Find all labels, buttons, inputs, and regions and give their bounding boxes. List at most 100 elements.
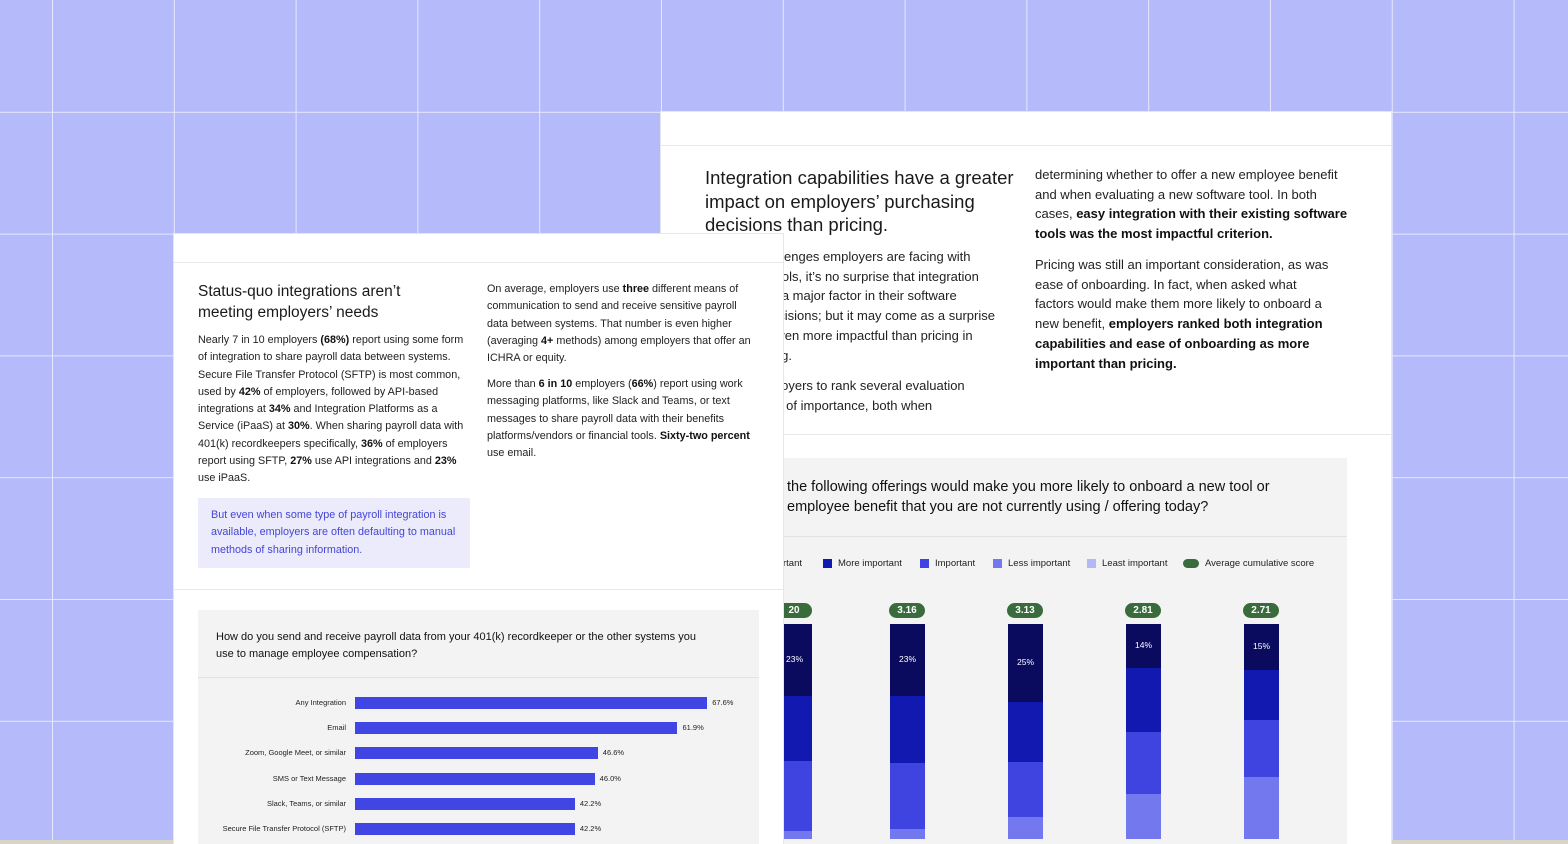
bar-row: Zoom, Google Meet, or similar 46.6% bbox=[198, 747, 759, 760]
score-bubble: 3.13 bbox=[1007, 603, 1043, 618]
segment-label: 25% bbox=[1016, 657, 1034, 667]
body-text-plain: Pricing was still an important considera… bbox=[1035, 257, 1329, 332]
bar-value-label: 42.2% bbox=[579, 824, 602, 833]
plain-text: use iPaaS. bbox=[198, 472, 251, 485]
bar bbox=[355, 797, 575, 810]
plain-text: and Integration Platforms as a Service (… bbox=[198, 403, 438, 433]
legend-label: Important bbox=[935, 558, 976, 569]
bar-segment bbox=[1244, 670, 1279, 720]
body-text-left-2: ployers to rank several evaluation er of … bbox=[771, 376, 1021, 415]
bar-segment bbox=[1126, 624, 1161, 668]
legend-swatch bbox=[993, 559, 1002, 568]
bar-segment bbox=[1008, 624, 1043, 702]
body-text-line: ing. bbox=[771, 346, 1021, 366]
plain-text: Nearly 7 in 10 employers bbox=[198, 334, 321, 346]
chart-question: the following offerings would make you m… bbox=[787, 479, 1270, 515]
body-paragraph-3: More than 6 in 10 employers (66%) report… bbox=[487, 376, 757, 462]
report-page-status-quo: Status-quo integrations aren’t meeting e… bbox=[174, 234, 783, 844]
bar-segment bbox=[890, 829, 925, 839]
section-heading: Status-quo integrations aren’t meeting e… bbox=[198, 283, 401, 321]
plain-text: More than bbox=[487, 378, 539, 390]
bold-text: Sixty-two percent bbox=[659, 429, 750, 442]
bar-value-label: 46.6% bbox=[602, 748, 625, 758]
bar-segment bbox=[890, 763, 925, 829]
bar-segment bbox=[1126, 794, 1161, 839]
section-heading: Integration capabilities have a greater … bbox=[705, 167, 1014, 235]
chart-rule bbox=[661, 536, 1347, 537]
bar-category-label: Slack, Teams, or similar bbox=[266, 798, 346, 808]
bar-row: Secure File Transfer Protocol (SFTP) 42.2… bbox=[198, 823, 759, 835]
bar-category-label: SMS or Text Message bbox=[272, 773, 346, 783]
legend-label: Least important bbox=[1102, 558, 1168, 569]
legend-item: More important bbox=[823, 558, 902, 569]
bar-segment bbox=[1008, 762, 1043, 817]
horizontal-bar-chart-panel: How do you send and receive payroll data… bbox=[198, 610, 759, 844]
body-text-line: even more impactful than pricing in bbox=[771, 327, 973, 343]
plain-text: of employers report using SFTP, bbox=[198, 437, 448, 468]
body-text-right-2: Pricing was still an important considera… bbox=[1035, 255, 1335, 373]
plain-text: report using some form of integration to… bbox=[198, 334, 464, 398]
body-text-bold: employers ranked both integration capabi… bbox=[1035, 316, 1323, 371]
bar-row: Email 61.9% bbox=[198, 722, 759, 735]
bar-row: Any Integration 67.6% bbox=[198, 697, 759, 709]
bar-row: Slack, Teams, or similar 42.2% bbox=[198, 797, 759, 810]
body-text-line: ployers to rank several evaluation bbox=[771, 378, 965, 393]
plain-text: ) report using work messaging platforms,… bbox=[487, 378, 743, 442]
callout-box: But even when some type of payroll integ… bbox=[198, 498, 470, 568]
bold-text: 34% bbox=[268, 403, 291, 416]
legend-item: Least important bbox=[1087, 558, 1167, 569]
bar-segment bbox=[777, 831, 812, 839]
bar bbox=[355, 722, 678, 735]
bar-category-label: Zoom, Google Meet, or similar bbox=[245, 748, 346, 758]
legend-label: rtant bbox=[783, 558, 803, 569]
bar bbox=[355, 823, 575, 835]
plain-text: different means of communication to send… bbox=[487, 283, 739, 347]
bar-segment bbox=[890, 624, 925, 696]
legend-item: Important bbox=[920, 558, 975, 569]
legend-swatch bbox=[1087, 559, 1096, 568]
bar-segment bbox=[1244, 777, 1279, 839]
legend-label: More important bbox=[838, 558, 902, 569]
bar-category-label: Any Integration bbox=[295, 698, 346, 707]
bold-text: 27% bbox=[290, 455, 312, 468]
legend-item-score: Average cumulative score bbox=[1183, 558, 1314, 569]
body-paragraph-1: Nearly 7 in 10 employers (68%) report us… bbox=[198, 332, 470, 488]
body-text-line: tools, it’s no surprise that integration bbox=[771, 268, 979, 284]
plain-text: use API integrations and bbox=[311, 455, 435, 468]
segment-label: 14% bbox=[1134, 640, 1152, 650]
body-paragraph-2: On average, employers use three differen… bbox=[487, 281, 757, 367]
body-text-line: ecisions; but it may come as a surprise bbox=[771, 308, 995, 324]
page-rule-mid bbox=[174, 589, 783, 590]
bold-text: 66% bbox=[631, 378, 654, 390]
plain-text: On average, employers use bbox=[487, 283, 623, 295]
page-rule-top bbox=[174, 262, 783, 263]
bar-value-label: 46.0% bbox=[599, 773, 621, 783]
body-text-bold: easy integration with their existing sof… bbox=[1035, 206, 1348, 242]
legend-swatch bbox=[1183, 559, 1199, 568]
legend-swatch bbox=[823, 559, 832, 568]
body-text-plain: determining whether to offer a new emplo… bbox=[1035, 167, 1338, 222]
bar-segment bbox=[1244, 720, 1279, 777]
bar-segment bbox=[1126, 668, 1161, 732]
bar-category-label: Email bbox=[327, 723, 346, 733]
score-bubble: 2.81 bbox=[1125, 603, 1161, 618]
legend-swatch bbox=[920, 559, 929, 568]
bold-text: three bbox=[622, 283, 650, 295]
bar-segment bbox=[890, 696, 925, 763]
bold-text: 30% bbox=[288, 420, 310, 433]
page-rule-mid bbox=[661, 434, 1391, 435]
bar bbox=[355, 772, 595, 785]
bar-segment bbox=[1008, 817, 1043, 839]
bold-text: 6 in 10 bbox=[538, 378, 573, 390]
chart-rule bbox=[198, 677, 759, 678]
segment-label: 23% bbox=[898, 654, 916, 664]
bar-segment bbox=[1244, 624, 1279, 670]
bar-segment bbox=[1126, 732, 1161, 794]
page-rule-top bbox=[661, 145, 1391, 146]
legend-label: Less important bbox=[1008, 558, 1071, 569]
bar-segment bbox=[1008, 702, 1043, 762]
score-bubble: 3.16 bbox=[889, 603, 925, 618]
plain-text: use email. bbox=[487, 447, 537, 460]
bar-row: SMS or Text Message 46.0% bbox=[198, 772, 759, 785]
legend-label: Average cumulative score bbox=[1205, 558, 1315, 569]
